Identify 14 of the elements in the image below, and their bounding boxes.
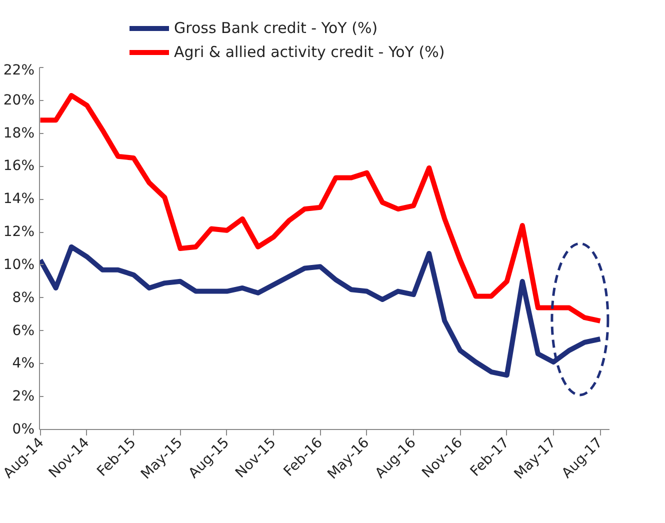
y-tick-label: 4% bbox=[12, 356, 35, 372]
y-tick-label: 20% bbox=[3, 92, 35, 108]
legend-label: Gross Bank credit - YoY (%) bbox=[174, 19, 378, 37]
y-tick-label: 16% bbox=[3, 158, 35, 174]
y-tick-label: 12% bbox=[3, 224, 35, 240]
legend-label: Agri & allied activity credit - YoY (%) bbox=[174, 43, 445, 61]
y-tick-label: 18% bbox=[3, 125, 35, 142]
y-tick-label: 2% bbox=[12, 388, 35, 405]
y-tick-label: 14% bbox=[3, 191, 35, 208]
y-tick-label: 22% bbox=[3, 62, 35, 78]
y-tick-label: 10% bbox=[3, 256, 35, 273]
y-tick-label: 0% bbox=[12, 422, 35, 438]
y-tick-label: 6% bbox=[12, 322, 35, 339]
y-tick-label: 8% bbox=[12, 290, 35, 306]
